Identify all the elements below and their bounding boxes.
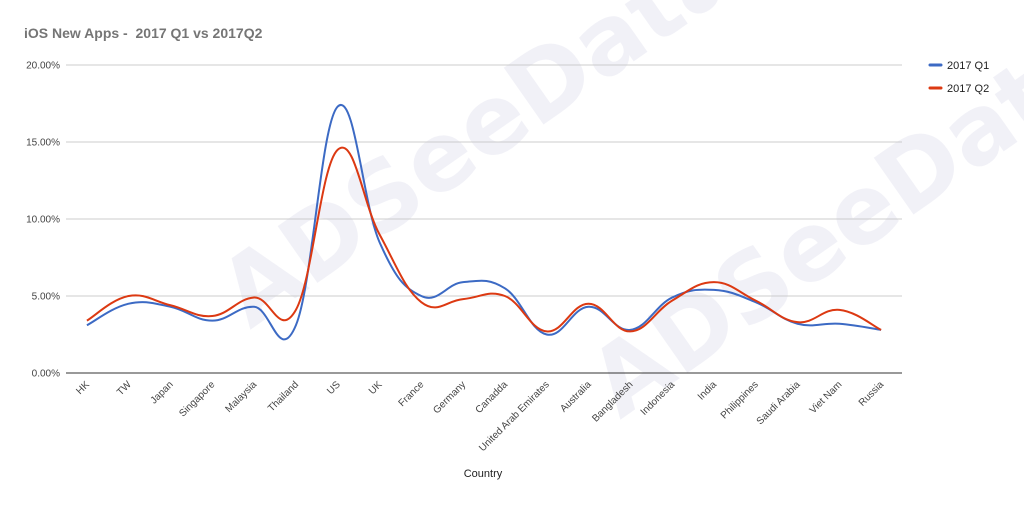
x-tick-label: France bbox=[397, 379, 427, 409]
x-tick-label: US bbox=[325, 379, 343, 397]
x-tick-label: Japan bbox=[149, 379, 176, 406]
series-lines bbox=[86, 103, 882, 341]
y-tick-label: 10.00% bbox=[26, 215, 60, 226]
x-tick-label: Viet Nam bbox=[808, 379, 845, 416]
x-tick-label: TW bbox=[115, 379, 134, 398]
series-line-2017-q1 bbox=[86, 103, 882, 341]
series-line-2017-q2 bbox=[86, 146, 882, 333]
y-tick-label: 5.00% bbox=[32, 292, 60, 303]
x-tick-label: UK bbox=[367, 379, 385, 397]
legend-label: 2017 Q2 bbox=[947, 83, 989, 95]
x-tick-label: Canadda bbox=[474, 379, 511, 416]
legend-item-2017-q1[interactable]: 2017 Q1 bbox=[928, 60, 989, 72]
y-axis-ticks: 0.00% 5.00% 10.00% 15.00% 20.00% bbox=[26, 61, 60, 380]
x-tick-label: Saudi Arabia bbox=[755, 379, 803, 427]
y-tick-label: 0.00% bbox=[32, 369, 60, 380]
chart-title: iOS New Apps - 2017 Q1 vs 2017Q2 bbox=[24, 25, 263, 41]
x-axis-label: Country bbox=[464, 468, 503, 480]
x-tick-label: HK bbox=[74, 379, 92, 397]
x-tick-label: Singapore bbox=[177, 379, 217, 419]
legend-item-2017-q2[interactable]: 2017 Q2 bbox=[928, 83, 989, 95]
x-tick-label: Germany bbox=[431, 379, 468, 416]
x-tick-label: Thailand bbox=[266, 379, 301, 414]
y-tick-label: 15.00% bbox=[26, 138, 60, 149]
x-tick-label: Russia bbox=[857, 379, 887, 409]
legend-label: 2017 Q1 bbox=[947, 60, 989, 72]
x-tick-label: Malaysia bbox=[224, 379, 260, 415]
gridlines bbox=[66, 64, 902, 374]
x-tick-label: Philippines bbox=[719, 379, 761, 421]
legend[interactable]: 2017 Q1 2017 Q2 bbox=[928, 60, 989, 95]
y-tick-label: 20.00% bbox=[26, 61, 60, 72]
x-tick-label: Australia bbox=[558, 379, 594, 415]
x-axis-ticks: HK TW Japan Singapore Malaysia Thailand US UK Fr… bbox=[74, 379, 886, 454]
x-tick-label: United Arab Emirates bbox=[477, 379, 552, 454]
